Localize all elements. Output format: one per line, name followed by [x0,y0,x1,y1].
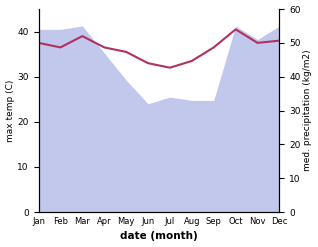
Y-axis label: max temp (C): max temp (C) [5,79,15,142]
Y-axis label: med. precipitation (kg/m2): med. precipitation (kg/m2) [303,50,313,171]
X-axis label: date (month): date (month) [120,231,198,242]
